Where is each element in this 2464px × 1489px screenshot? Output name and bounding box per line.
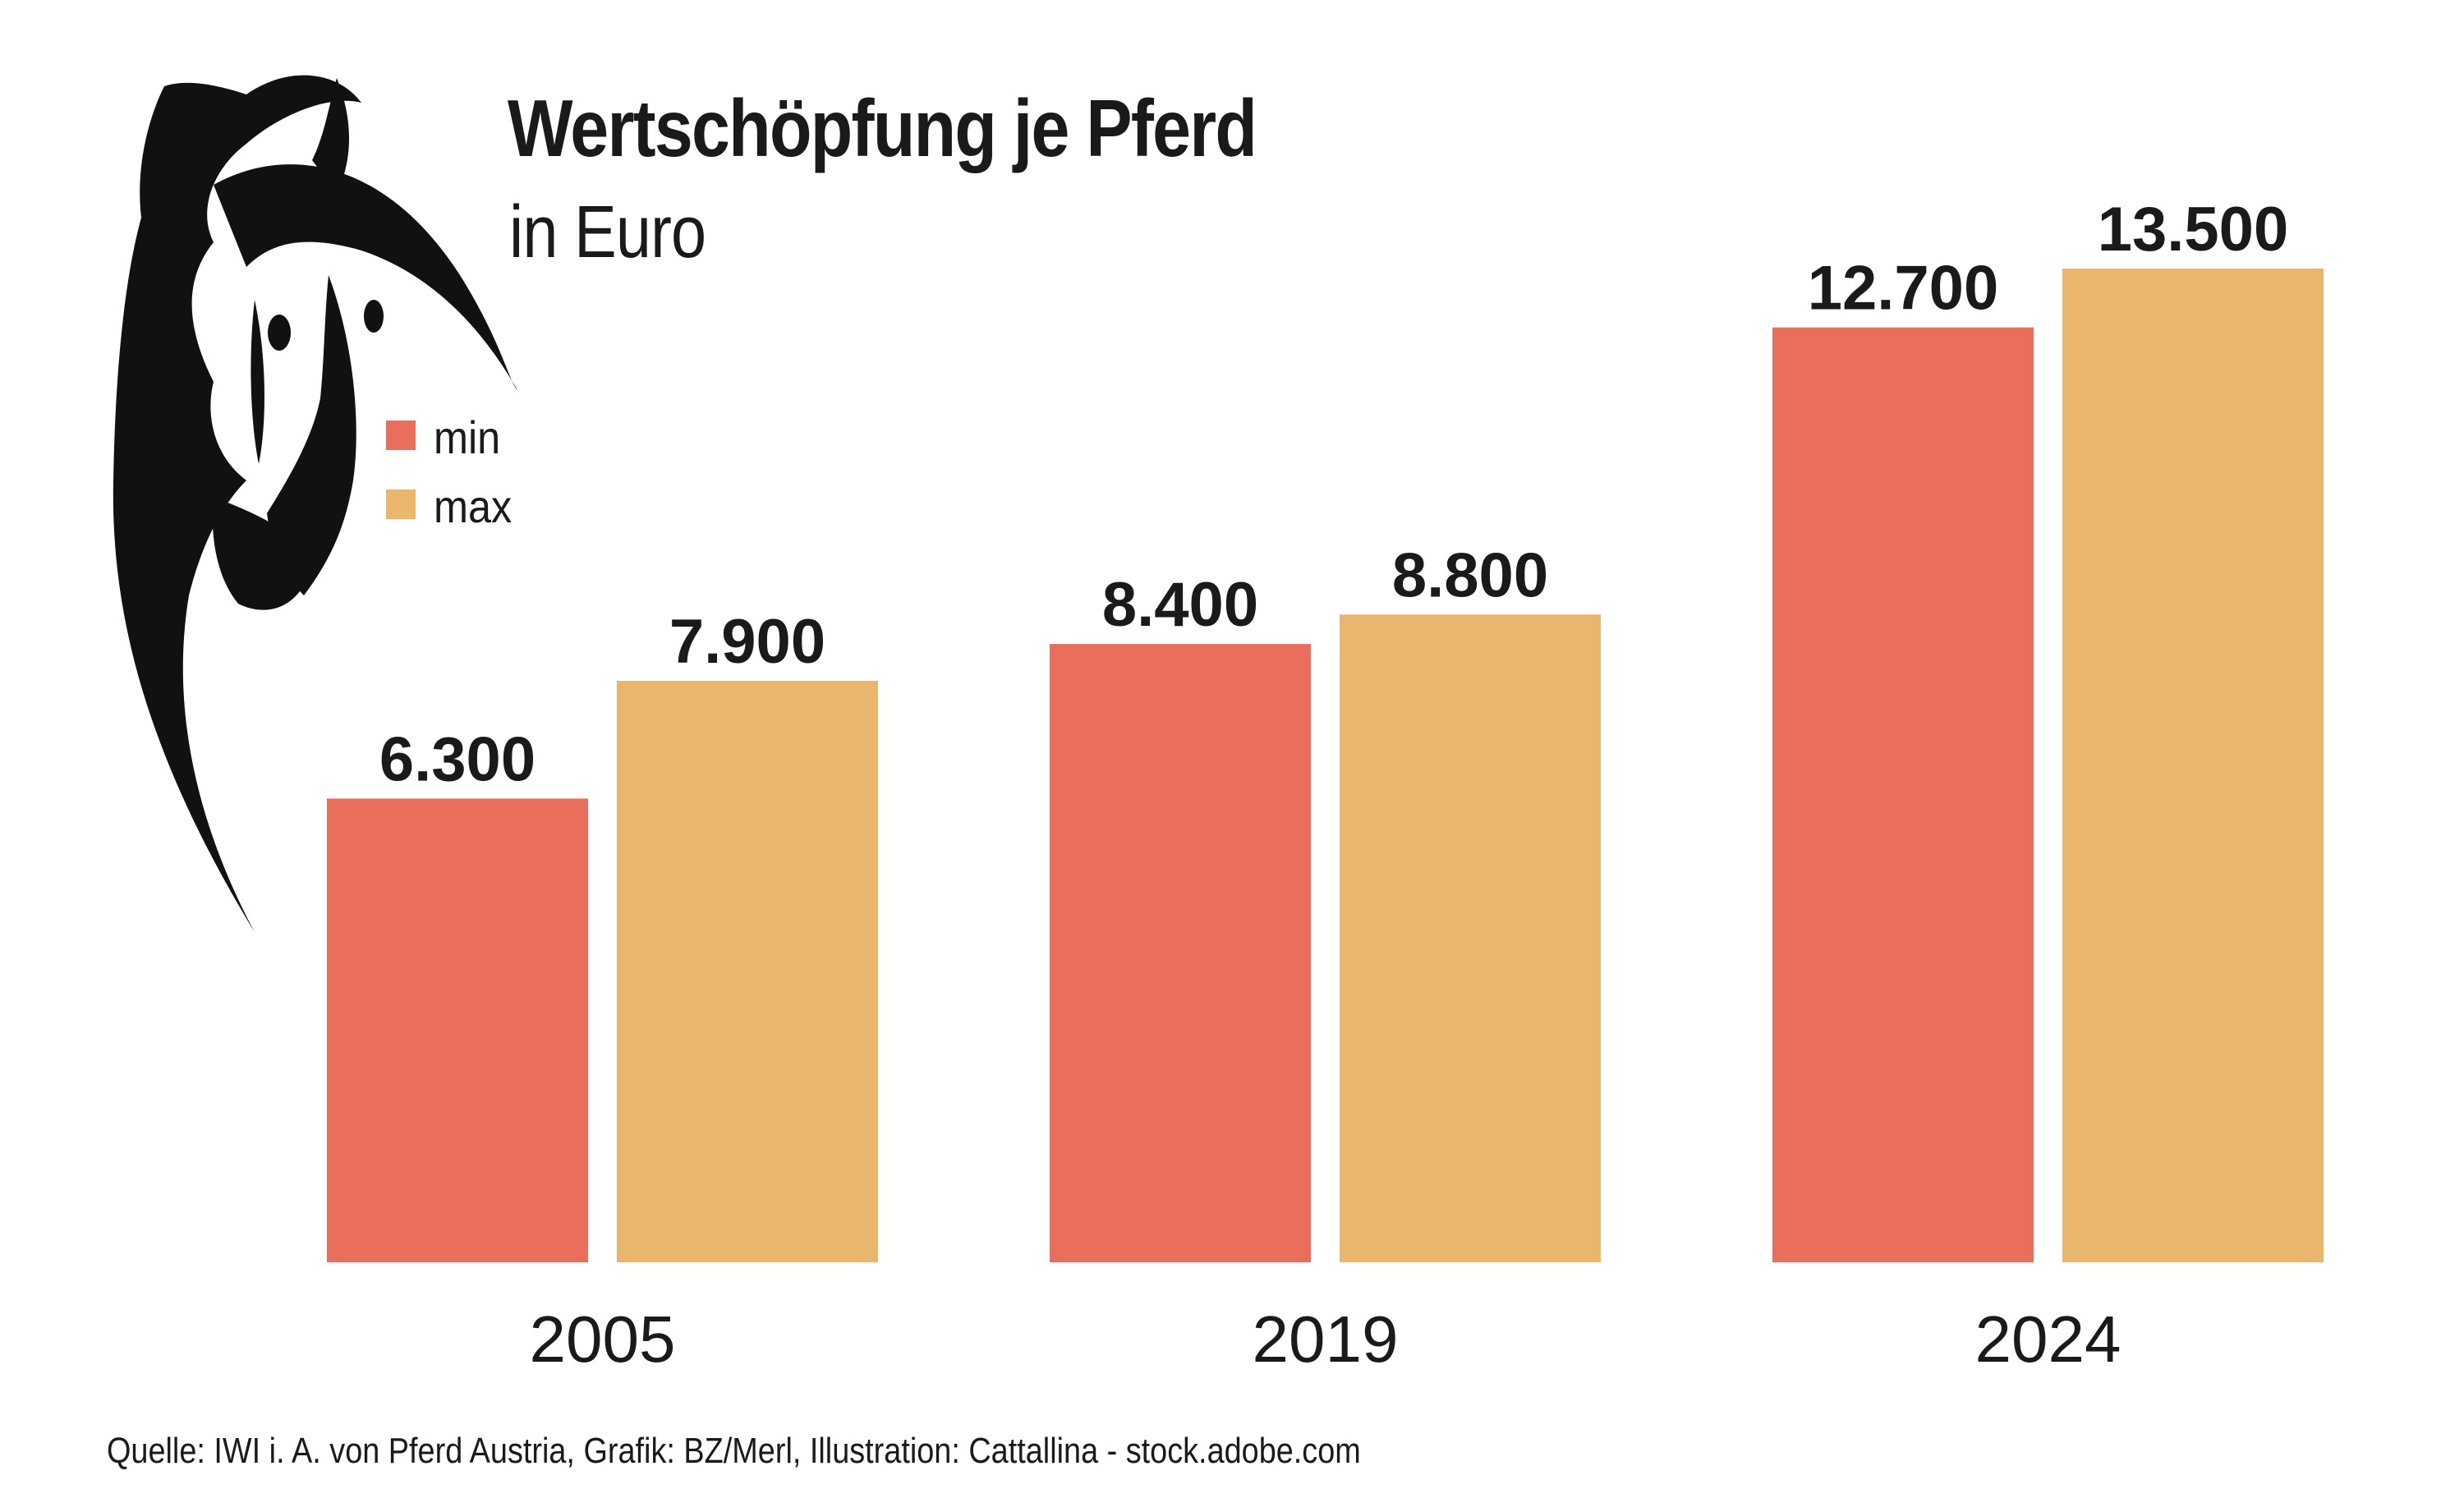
bar-min-2005 xyxy=(327,798,588,1262)
bar-max-2005 xyxy=(617,680,878,1262)
legend-swatch-max xyxy=(386,489,416,519)
source-note: Quelle: IWI i. A. von Pferd Austria, Gra… xyxy=(107,1431,1361,1471)
x-tick-label-2019: 2019 xyxy=(1253,1303,1399,1376)
x-tick-label-2005: 2005 xyxy=(530,1303,676,1376)
chart-title: Wertschöpfung je Pferd xyxy=(508,83,1257,173)
data-label-min-2024: 12.700 xyxy=(1808,254,1998,324)
bar-max-2019 xyxy=(1340,614,1601,1262)
legend-label-min: min xyxy=(434,411,501,463)
bar-min-2019 xyxy=(1050,644,1311,1262)
data-label-max-2024: 13.500 xyxy=(2098,195,2288,264)
data-label-min-2005: 6.300 xyxy=(379,724,536,794)
x-tick-label-2024: 2024 xyxy=(1975,1303,2122,1376)
horse-head-illustration xyxy=(113,75,517,933)
data-label-min-2019: 8.400 xyxy=(1102,570,1258,640)
data-label-max-2019: 8.800 xyxy=(1392,540,1548,610)
bar-min-2024 xyxy=(1772,327,2034,1262)
bar-max-2024 xyxy=(2062,269,2324,1262)
legend-label-max: max xyxy=(434,480,513,532)
legend-swatch-min xyxy=(386,421,416,450)
data-label-max-2005: 7.900 xyxy=(669,607,825,677)
chart-subtitle: in Euro xyxy=(509,191,706,273)
